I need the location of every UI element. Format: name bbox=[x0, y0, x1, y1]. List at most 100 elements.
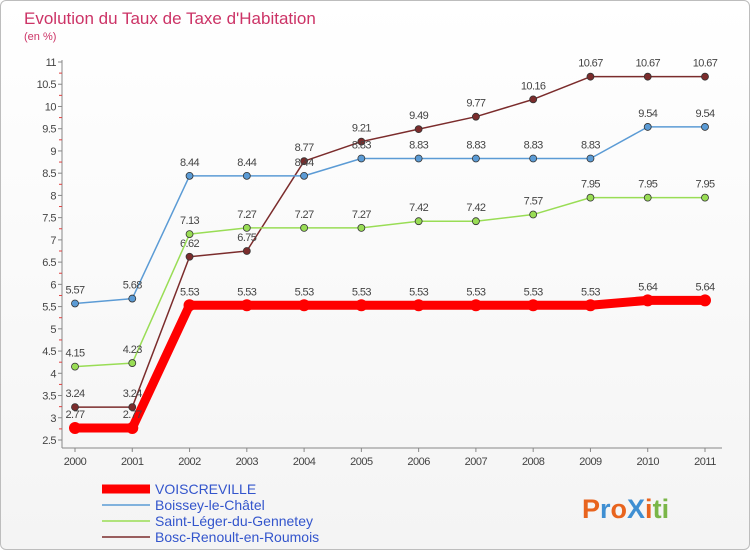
data-label: 6.62 bbox=[180, 238, 199, 250]
data-point bbox=[357, 154, 366, 163]
legend-label: VOISCREVILLE bbox=[155, 481, 256, 497]
data-label: 7.95 bbox=[695, 179, 714, 191]
series-group: 3.24 3.24 6.62 6.75 8.77 9.21 9.49 9.77 10.16 10.… bbox=[65, 58, 718, 411]
data-point bbox=[586, 154, 595, 163]
series-line bbox=[74, 75, 706, 408]
legend-label: Saint-Léger-du-Gennetey bbox=[155, 513, 313, 529]
y-tick-label: 10 bbox=[45, 101, 57, 113]
data-label: 9.77 bbox=[466, 98, 485, 110]
data-point bbox=[185, 171, 194, 180]
data-point bbox=[641, 294, 654, 307]
data-point bbox=[469, 299, 482, 312]
data-point bbox=[586, 72, 595, 81]
y-tick-label: 5 bbox=[50, 324, 56, 336]
data-label: 7.95 bbox=[581, 179, 600, 191]
data-point bbox=[472, 112, 480, 121]
data-label: 8.44 bbox=[295, 157, 314, 169]
data-label: 5.53 bbox=[295, 286, 314, 298]
data-label: 5.57 bbox=[65, 284, 84, 296]
data-label: 5.53 bbox=[409, 286, 428, 298]
series-line bbox=[74, 126, 706, 305]
data-point bbox=[300, 171, 308, 180]
data-point bbox=[126, 421, 139, 434]
data-label: 9.54 bbox=[638, 108, 657, 120]
data-label: 3.24 bbox=[65, 388, 84, 400]
data-label: 5.64 bbox=[638, 281, 657, 293]
x-tick-label: 2007 bbox=[465, 456, 488, 468]
data-label: 4.15 bbox=[65, 348, 84, 360]
data-label: 2.77 bbox=[65, 409, 84, 421]
data-point bbox=[128, 403, 137, 411]
data-point bbox=[701, 123, 709, 131]
data-point bbox=[71, 299, 79, 308]
data-point bbox=[242, 247, 251, 255]
data-label: 7.57 bbox=[524, 196, 543, 208]
x-tick-label: 2001 bbox=[121, 456, 144, 468]
data-label: 7.42 bbox=[466, 202, 485, 214]
data-label: 5.53 bbox=[466, 286, 485, 298]
data-point bbox=[701, 72, 709, 81]
data-label: 7.27 bbox=[352, 209, 371, 221]
x-tick-label: 2000 bbox=[64, 456, 87, 468]
x-tick-label: 2010 bbox=[636, 456, 659, 468]
y-tick-label: 6.5 bbox=[42, 257, 56, 269]
series-group: 2.77 2.77 5.53 5.53 5.53 5.53 5.53 5.53 5.53 5.53… bbox=[65, 281, 716, 434]
data-point bbox=[586, 193, 595, 202]
data-point bbox=[643, 123, 652, 131]
data-point bbox=[355, 299, 368, 312]
y-tick-label: 3 bbox=[50, 413, 56, 425]
y-tick-label: 10.5 bbox=[37, 79, 57, 91]
y-tick-label: 2.5 bbox=[42, 435, 56, 447]
x-tick-label: 2008 bbox=[522, 456, 545, 468]
y-tick-label: 9 bbox=[50, 146, 56, 158]
data-label: 10.16 bbox=[521, 80, 546, 92]
data-point bbox=[128, 359, 137, 367]
data-label: 5.53 bbox=[581, 286, 600, 298]
data-label: 5.53 bbox=[352, 286, 371, 298]
series-group: 5.57 5.68 8.44 8.44 8.44 8.83 8.83 8.83 8.83 8.83… bbox=[65, 108, 716, 308]
data-label: 7.42 bbox=[409, 202, 428, 214]
data-point bbox=[185, 252, 194, 261]
data-point bbox=[242, 223, 251, 232]
series-line bbox=[70, 295, 710, 433]
data-label: 5.53 bbox=[237, 286, 256, 298]
brand-logo: ProXiti bbox=[582, 494, 669, 524]
y-tick-label: 8 bbox=[50, 190, 56, 202]
data-point bbox=[128, 294, 137, 303]
x-tick-label: 2003 bbox=[236, 456, 259, 468]
data-label: 7.95 bbox=[638, 179, 657, 191]
data-label: 5.68 bbox=[123, 280, 142, 292]
data-label: 7.27 bbox=[237, 209, 256, 221]
data-label: 8.77 bbox=[295, 142, 314, 154]
data-label: 5.53 bbox=[524, 286, 543, 298]
x-tick-label: 2009 bbox=[579, 456, 602, 468]
y-tick-label: 7 bbox=[50, 235, 56, 247]
data-label: 10.67 bbox=[693, 58, 718, 70]
x-tick-label: 2005 bbox=[350, 456, 373, 468]
y-tick-label: 9.5 bbox=[42, 124, 56, 136]
data-label: 7.13 bbox=[180, 215, 199, 227]
y-tick-label: 4.5 bbox=[42, 346, 56, 358]
data-point bbox=[529, 95, 538, 104]
data-point bbox=[412, 299, 425, 312]
data-point bbox=[300, 157, 308, 166]
data-point bbox=[240, 299, 253, 312]
series-line bbox=[74, 196, 706, 368]
y-tick-label: 3.5 bbox=[42, 391, 56, 403]
data-label: 10.67 bbox=[635, 58, 660, 70]
data-label: 9.21 bbox=[352, 123, 371, 135]
data-label: 8.83 bbox=[524, 140, 543, 152]
y-tick-label: 4 bbox=[50, 368, 56, 380]
x-tick-label: 2011 bbox=[694, 456, 716, 468]
data-point bbox=[183, 299, 196, 312]
data-label: 8.83 bbox=[466, 140, 485, 152]
data-point bbox=[472, 217, 480, 226]
data-label: 3.24 bbox=[123, 388, 142, 400]
legend-label: Boissey-le-Châtel bbox=[155, 497, 265, 513]
x-tick-label: 2004 bbox=[293, 456, 316, 468]
data-point bbox=[357, 137, 366, 146]
data-point bbox=[643, 193, 652, 202]
y-tick-label: 6 bbox=[50, 279, 56, 291]
